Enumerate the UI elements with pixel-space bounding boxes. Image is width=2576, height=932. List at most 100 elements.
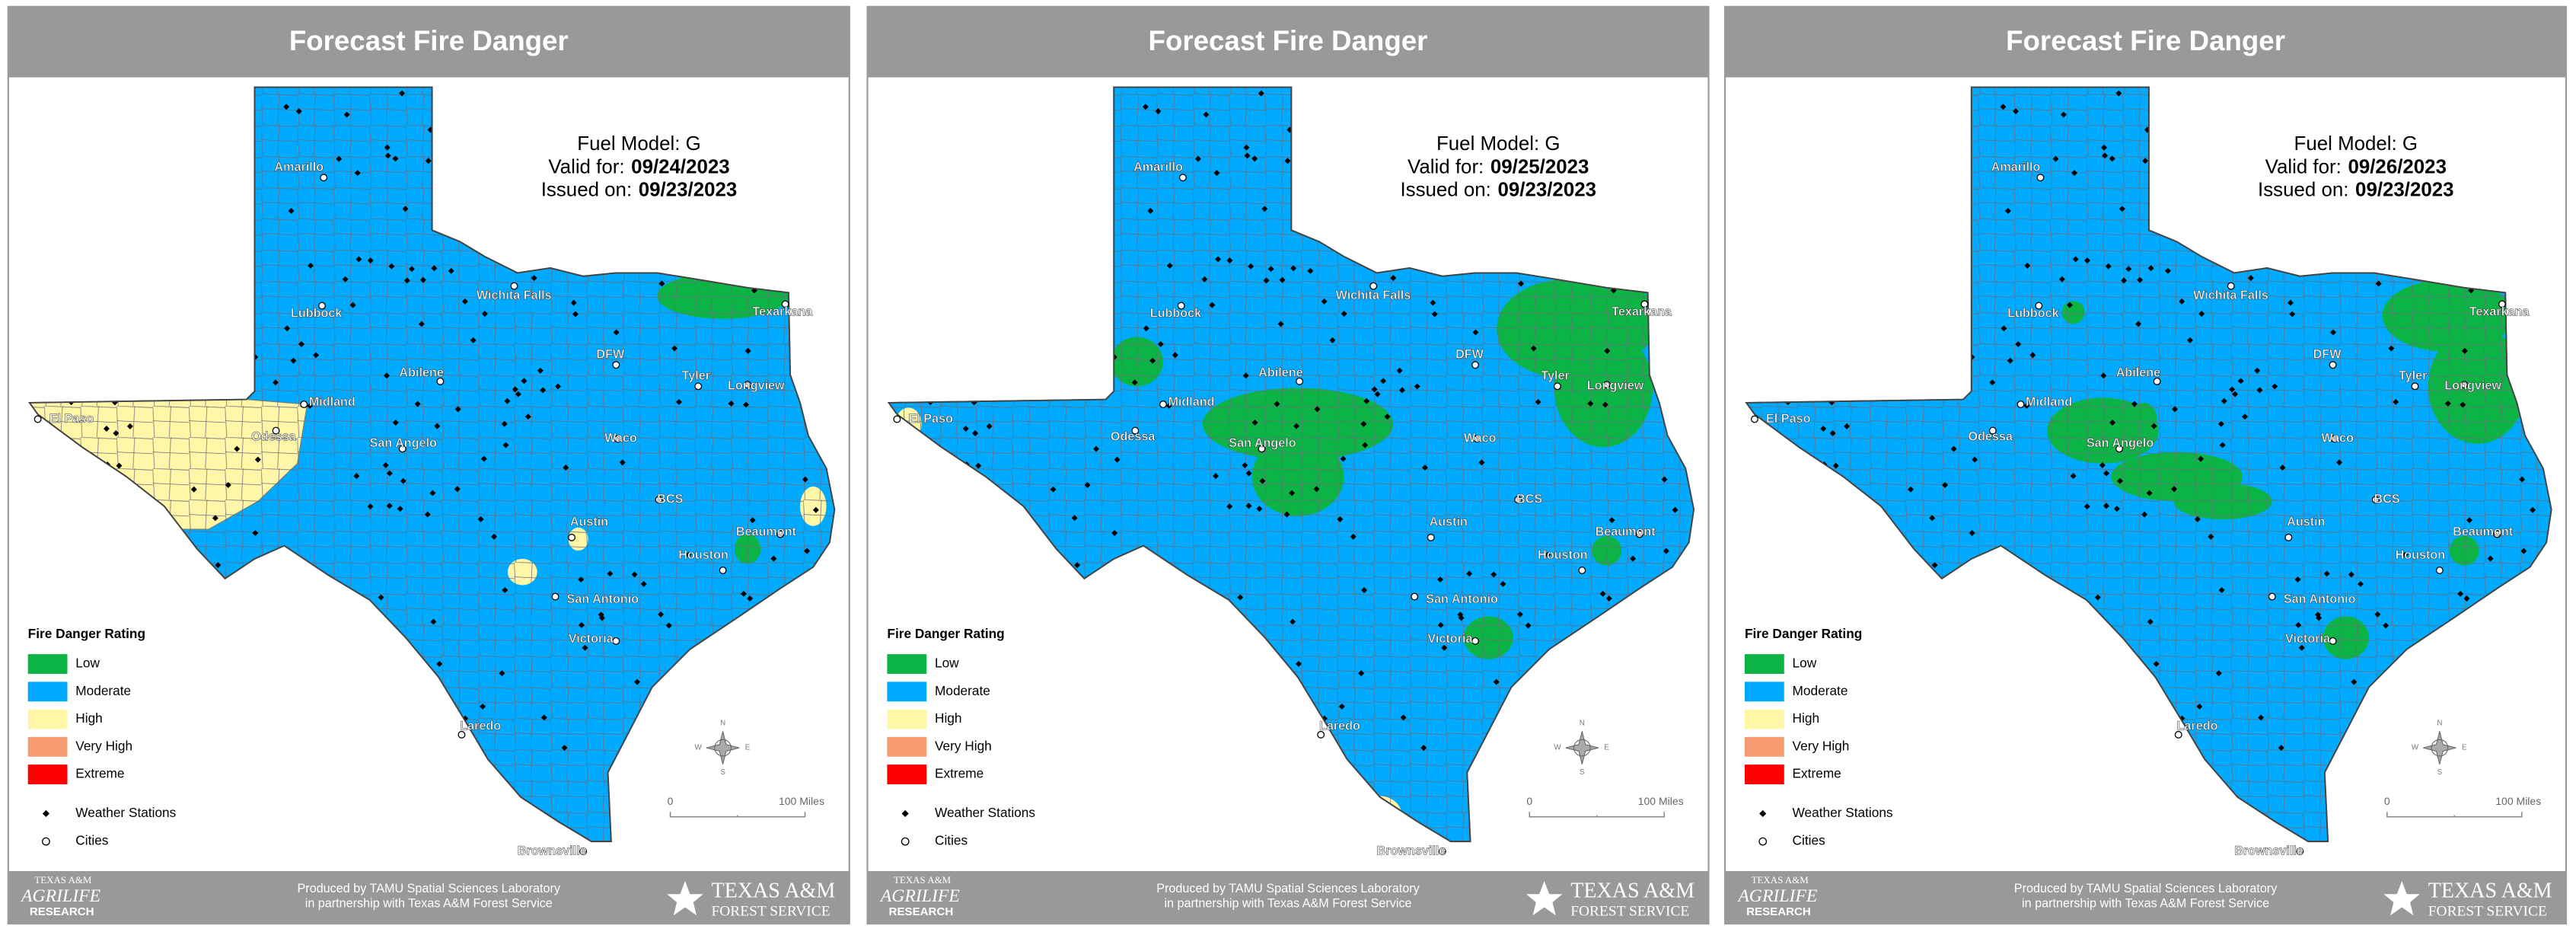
city-marker <box>2330 435 2338 443</box>
city-marker <box>1750 415 1758 423</box>
info-line: Valid for: 09/24/2023 <box>548 156 729 177</box>
station <box>2256 387 2263 394</box>
scale-label: 0 <box>668 795 674 807</box>
legend-title: Fire Danger Rating <box>1745 626 1862 641</box>
legend-label: Low <box>75 656 100 671</box>
info-date: 09/23/2023 <box>1498 179 1597 200</box>
legend-label: Extreme <box>1793 766 1841 781</box>
info-label: Valid for: <box>2265 156 2342 177</box>
station <box>2171 486 2178 493</box>
legend-swatch <box>1744 654 1784 675</box>
city-marker <box>2016 401 2025 409</box>
city-label: Wichita Falls <box>1336 289 1411 302</box>
city-marker <box>318 302 326 310</box>
station <box>470 337 477 343</box>
legend-label: Very High <box>75 738 132 753</box>
city-marker <box>1578 567 1586 575</box>
station <box>342 276 349 282</box>
city-label: Abilene <box>399 365 443 379</box>
legend-label: Weather Stations <box>75 805 176 820</box>
station <box>2103 470 2110 477</box>
scale-bar <box>2386 812 2523 818</box>
city-label: Lubbock <box>2007 307 2059 321</box>
city-marker <box>1427 533 1435 541</box>
city-marker <box>2498 300 2506 308</box>
logo-right: TEXAS A&M <box>2428 879 2552 902</box>
city-label: San Antonio <box>1426 592 1498 606</box>
station <box>1371 386 1378 393</box>
station <box>2186 337 2193 343</box>
city-marker <box>2268 592 2276 601</box>
station <box>2094 594 2101 601</box>
station <box>402 206 409 212</box>
station <box>1421 464 1428 471</box>
city-marker <box>1514 496 1522 504</box>
station <box>349 302 356 308</box>
city-label: Texarkana <box>2469 305 2530 318</box>
city-label: San Antonio <box>567 592 639 606</box>
city-marker <box>2371 496 2380 504</box>
city-marker <box>2227 282 2235 290</box>
station <box>480 703 486 710</box>
legend-swatch <box>887 654 927 675</box>
city-label: BCS <box>1516 493 1542 506</box>
station <box>1457 611 1464 618</box>
city-marker <box>300 401 308 409</box>
city-label: Lubbock <box>291 307 343 321</box>
legend-swatch <box>27 681 68 702</box>
city-marker <box>612 637 620 645</box>
logo-right: FOREST SERVICE <box>2428 903 2547 919</box>
station <box>1321 298 1328 305</box>
station <box>1201 276 1208 282</box>
city-label: Houston <box>1538 548 1588 562</box>
logo-star <box>2383 880 2420 916</box>
station <box>563 464 569 471</box>
station <box>429 490 436 496</box>
panel-title: Forecast Fire Danger <box>289 25 569 56</box>
station <box>1398 387 1405 394</box>
legend-swatch <box>27 654 68 675</box>
footer-line: Produced by TAMU Spatial Sciences Labora… <box>298 882 561 895</box>
legend-city-icon <box>1758 837 1768 846</box>
panel-footer <box>8 870 850 924</box>
city-marker <box>398 445 406 453</box>
footer-line: Produced by TAMU Spatial Sciences Labora… <box>1156 882 1420 895</box>
city-marker <box>579 847 588 856</box>
city-label: Odessa <box>1111 430 1156 444</box>
legend-label: Low <box>935 656 959 671</box>
city-marker <box>2296 847 2304 856</box>
station <box>770 555 777 562</box>
legend-label: Low <box>1793 656 1817 671</box>
station <box>1329 337 1336 343</box>
station <box>308 262 314 269</box>
city-label: DFW <box>2313 348 2342 362</box>
compass-label: W <box>1554 744 1561 752</box>
city-marker <box>320 174 328 182</box>
station <box>1396 367 1403 374</box>
city-label: Houston <box>678 548 728 562</box>
city-label: Brownsville <box>2234 844 2303 857</box>
city-label: Longview <box>728 379 785 393</box>
legend-label: Extreme <box>935 766 984 781</box>
info-date: 09/25/2023 <box>1490 156 1589 177</box>
station <box>1142 104 1149 110</box>
station <box>2147 618 2154 625</box>
station <box>531 275 537 282</box>
station <box>802 476 808 483</box>
info-line: Issued on: 09/23/2023 <box>2258 179 2454 200</box>
city-label: Amarillo <box>274 161 324 174</box>
city-marker <box>436 377 445 385</box>
city-label: BCS <box>657 493 683 506</box>
station <box>619 459 626 466</box>
info-line: Valid for: 09/25/2023 <box>1408 156 1589 177</box>
station <box>2179 298 2185 305</box>
station <box>743 401 750 408</box>
logo-left: AGRILIFE <box>20 886 101 906</box>
station <box>658 611 665 618</box>
station <box>1251 155 1258 162</box>
city-marker <box>1296 377 1304 385</box>
station <box>1630 555 1637 562</box>
scale-label: 100 Miles <box>2495 795 2541 807</box>
station <box>1245 503 1252 509</box>
city-label: Victoria <box>1427 632 1473 646</box>
